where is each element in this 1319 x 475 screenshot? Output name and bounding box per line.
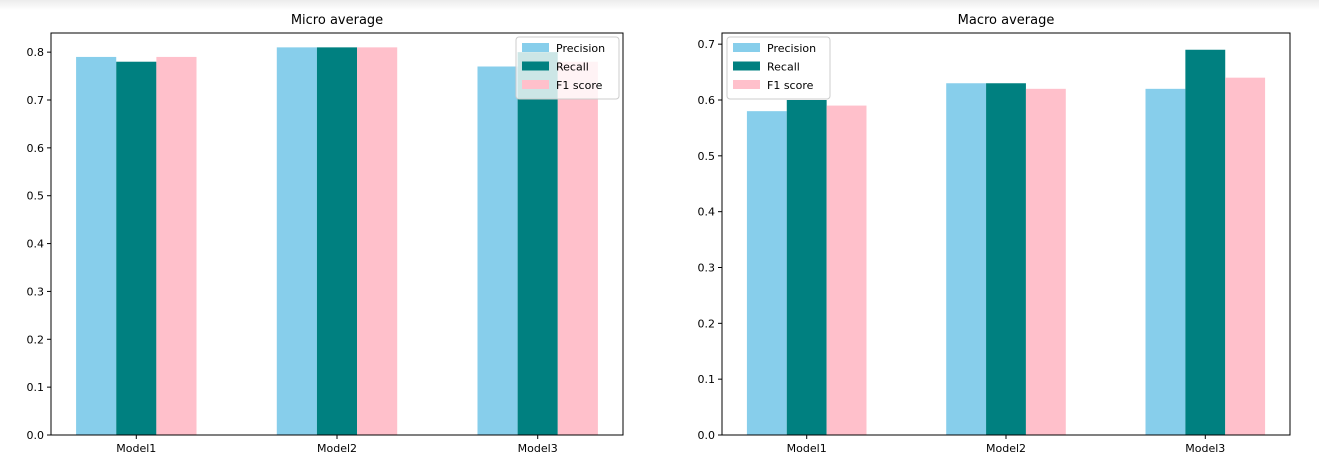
- legend: Precision Recall F1 score: [726, 36, 831, 100]
- bar-precision-model2: [276, 47, 317, 435]
- bar-precision-model2: [946, 83, 987, 435]
- bar-recall-model3: [1185, 49, 1226, 435]
- chart-2: Macro average 0.0 0.1 0.2 0.3 0.4 0.5 0.6 0.7 Mod…: [698, 13, 1291, 455]
- bar-precision-model3: [1145, 88, 1186, 435]
- y-tick-label: 0.3: [27, 285, 45, 298]
- legend-swatch: [522, 61, 549, 71]
- y-tick-label: 0.7: [27, 94, 45, 107]
- legend-label: Precision: [556, 42, 605, 55]
- legend-label: Precision: [767, 42, 816, 55]
- y-tick-label: 0.2: [27, 333, 45, 346]
- y-tick-label: 0.8: [27, 46, 45, 59]
- y-tick-label: 0.2: [698, 317, 716, 330]
- bar-recall-model2: [316, 47, 358, 435]
- bar-precision-model3: [477, 66, 518, 435]
- x-tick-label: Model1: [116, 442, 156, 455]
- bar-f1-score-model1: [156, 56, 197, 436]
- bar-f1-score-model3: [1225, 77, 1266, 436]
- legend-label: Recall: [767, 61, 800, 74]
- chart-title: Micro average: [291, 13, 383, 28]
- legend: Precision Recall F1 score: [515, 36, 620, 100]
- bar-precision-model1: [746, 111, 787, 436]
- y-tick-label: 0.4: [698, 206, 716, 219]
- legend-swatch: [522, 80, 549, 89]
- bar-recall-model2: [986, 83, 1026, 435]
- x-tick-label: Model3: [1185, 442, 1225, 455]
- x-tick-label: Model1: [787, 442, 827, 455]
- y-tick-label: 0.3: [698, 262, 716, 275]
- bar-f1-score-model2: [1025, 88, 1066, 435]
- y-tick-label: 0.4: [27, 238, 45, 251]
- y-tick-label: 0.7: [698, 38, 716, 51]
- bar-f1-score-model1: [826, 105, 867, 435]
- y-tick-label: 0.0: [27, 429, 45, 442]
- legend-swatch: [733, 80, 760, 89]
- y-tick-label: 0.5: [698, 150, 716, 163]
- bar-recall-model1: [786, 100, 827, 435]
- legend-swatch: [522, 43, 549, 52]
- y-tick-label: 0.1: [698, 373, 716, 386]
- legend-swatch: [733, 43, 760, 52]
- legend-label: Recall: [556, 61, 589, 74]
- bar-precision-model1: [76, 56, 117, 436]
- bar-f1-score-model3: [557, 61, 598, 435]
- x-tick-label: Model2: [986, 442, 1026, 455]
- legend-label: F1 score: [767, 79, 814, 92]
- chart-title: Macro average: [958, 13, 1055, 28]
- bar-recall-model3: [517, 52, 558, 436]
- y-tick-label: 0.1: [27, 381, 45, 394]
- bar-f1-score-model2: [357, 47, 398, 435]
- legend-label: F1 score: [556, 79, 603, 92]
- top-shade: [0, 0, 1319, 10]
- chart-1: Micro average 0.0 0.1 0.2 0.3 0.4 0.5 0.6 0.7 0.8…: [27, 13, 624, 455]
- y-tick-label: 0.6: [27, 142, 45, 155]
- y-tick-label: 0.0: [698, 429, 716, 442]
- y-tick-label: 0.5: [27, 190, 45, 203]
- bar-recall-model1: [116, 61, 157, 435]
- x-tick-label: Model2: [317, 442, 357, 455]
- x-tick-label: Model3: [518, 442, 558, 455]
- y-tick-label: 0.6: [698, 94, 716, 107]
- legend-swatch: [733, 61, 760, 71]
